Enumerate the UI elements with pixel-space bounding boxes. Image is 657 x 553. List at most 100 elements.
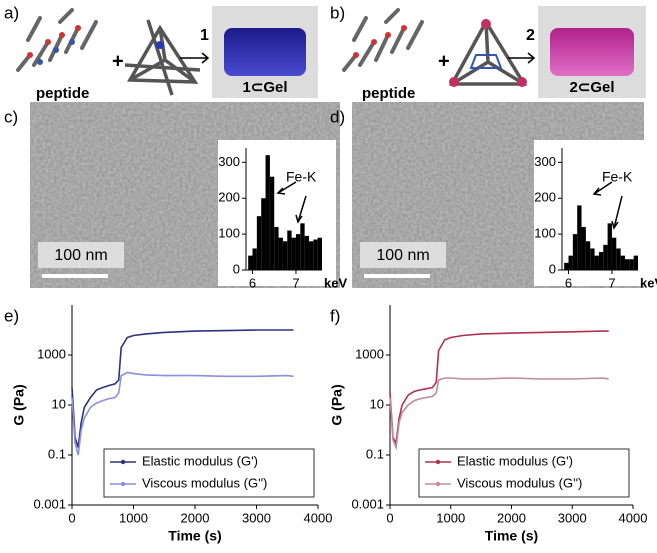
bar [577, 205, 582, 270]
vial [224, 28, 306, 76]
bar [594, 255, 599, 270]
bar [629, 259, 634, 270]
plus: + [112, 50, 124, 72]
cage [124, 19, 201, 96]
bar [620, 255, 625, 270]
y-tick-label: 10 [52, 396, 66, 411]
y-tick-label: 0 [549, 261, 556, 276]
x-tick-label: 7 [292, 275, 299, 290]
metal [156, 41, 164, 49]
y-tick-label: 100 [534, 226, 556, 241]
x-axis-label: Time (s) [485, 528, 538, 544]
bar [287, 230, 292, 270]
y-tick-label: 10 [370, 396, 384, 411]
legend-marker [435, 481, 441, 487]
bar [603, 244, 608, 270]
y-tick-label: 1000 [37, 346, 66, 361]
legend-marker [435, 459, 441, 465]
y-tick-label: 200 [534, 190, 556, 205]
x-tick-label: 1000 [119, 510, 148, 525]
scale-box [360, 242, 446, 268]
x-axis-label: Time (s) [168, 528, 221, 544]
scale-box [38, 242, 124, 268]
product-label: 2⊂Gel [569, 79, 614, 96]
bar [300, 223, 305, 270]
bar [269, 176, 275, 270]
x-tick-label: 2000 [497, 510, 526, 525]
x-tick-label: 1000 [436, 510, 465, 525]
bar [313, 239, 318, 270]
annotation: Fe-K [286, 169, 317, 185]
legend-label: Elastic modulus (G') [142, 453, 258, 468]
bar [291, 237, 296, 270]
bar [590, 248, 595, 270]
x-tick-label: 6 [565, 275, 572, 290]
legend-label: Viscous modulus (G'') [457, 475, 582, 490]
y-tick-label: 1000 [355, 346, 384, 361]
arrow [180, 52, 210, 64]
bar [611, 237, 617, 270]
cage [449, 18, 528, 86]
scale-label: 100 nm [54, 247, 107, 264]
x-tick-label: 3000 [558, 510, 587, 525]
series-line [71, 329, 294, 448]
ligand [469, 54, 503, 69]
x-tick-label: 7 [608, 275, 615, 290]
x-axis-label: keV [324, 275, 347, 290]
peptide-sketch [342, 8, 424, 72]
y-tick-label: 0.1 [48, 446, 66, 461]
micrograph-c: c) 100 nm [4, 102, 340, 288]
annotation: Fe-K [602, 169, 633, 185]
bar [282, 241, 288, 270]
panel-label: c) [4, 107, 18, 126]
y-tick-label: 0.001 [33, 496, 66, 511]
bar [278, 237, 283, 270]
legend-marker [120, 459, 126, 465]
bar [598, 252, 604, 270]
x-tick-label: 2000 [181, 510, 210, 525]
annotation-arrow [592, 181, 623, 230]
scale-bar [42, 274, 108, 278]
peptide-sketch [16, 8, 98, 72]
bar [633, 255, 638, 270]
y-tick-label: 100 [218, 226, 240, 241]
x-tick-label: 4000 [619, 510, 648, 525]
x-tick-label: 6 [249, 275, 256, 290]
peptide-atoms [353, 25, 407, 58]
bar [295, 234, 301, 270]
panel-label: d) [330, 107, 345, 126]
compound-label: 2 [526, 27, 535, 44]
bar [248, 255, 253, 270]
vial [550, 28, 634, 76]
molecule-label: peptide [36, 85, 89, 102]
bar [261, 198, 266, 270]
peptide-atoms [37, 39, 75, 65]
y-tick-label: 0.001 [351, 496, 384, 511]
bar [568, 255, 573, 270]
legend-marker [120, 481, 126, 487]
series-line [389, 330, 609, 446]
bar [564, 262, 569, 270]
bar [274, 226, 279, 270]
bar [585, 241, 591, 270]
bar [304, 235, 309, 270]
peptide-atoms [27, 25, 81, 58]
scheme-b: b) peptide + 2 2⊂Gel [330, 3, 646, 102]
scale-label: 100 nm [376, 247, 429, 264]
scale-bar [364, 274, 430, 278]
y-axis-label: G (Pa) [329, 384, 345, 425]
series-line [71, 371, 294, 456]
panel-label: b) [330, 3, 345, 22]
y-tick-label: 300 [534, 154, 556, 169]
bar [256, 216, 262, 270]
bar [624, 259, 630, 270]
y-axis-label: G (Pa) [11, 384, 27, 425]
product-label: 1⊂Gel [242, 79, 287, 96]
panel-label: f) [330, 306, 340, 325]
y-tick-label: 0.1 [366, 446, 384, 461]
x-tick-label: 4000 [304, 510, 333, 525]
bar [265, 155, 270, 270]
panel-label: e) [4, 306, 19, 325]
series-line [389, 377, 609, 451]
